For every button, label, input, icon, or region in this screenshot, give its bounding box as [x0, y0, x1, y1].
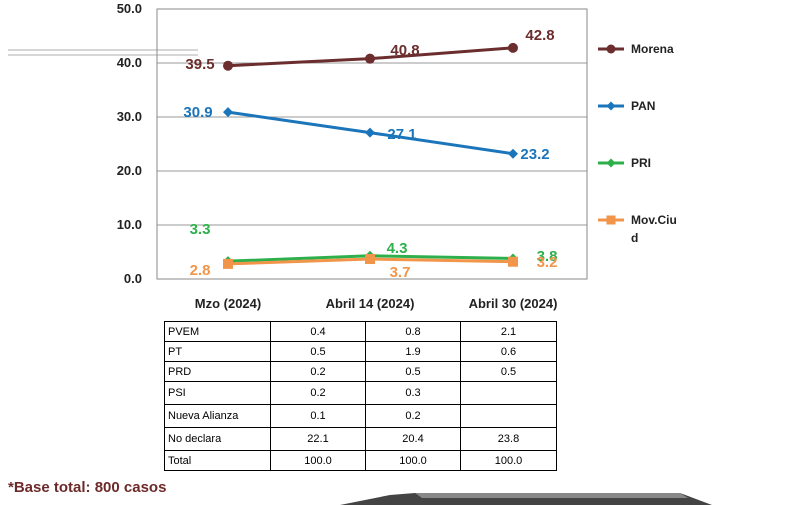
data-point — [508, 256, 518, 267]
cell-value: 100.0 — [270, 450, 366, 471]
legend-entry: PRI — [598, 156, 651, 170]
y-tick-label: 30.0 — [117, 109, 142, 124]
legend-entry: Mov.Ciu d — [598, 213, 677, 245]
data-label: 30.9 — [183, 104, 212, 121]
cell-value: 0.5 — [270, 341, 366, 362]
table-row: No declara 22.1 20.4 23.8 — [164, 427, 557, 451]
cell-value: 20.4 — [365, 427, 461, 451]
data-point — [365, 127, 375, 138]
row-label: PT — [164, 341, 271, 362]
y-tick-label: 0.0 — [124, 271, 142, 286]
base-footnote: *Base total: 800 casos — [8, 479, 167, 496]
cell-value: 2.1 — [460, 321, 557, 342]
data-label: 39.5 — [185, 56, 214, 73]
data-label: 3.8 — [537, 248, 558, 265]
data-point — [606, 158, 616, 168]
legend-label: PRI — [631, 156, 651, 170]
x-tick-label: Abril 30 (2024) — [469, 296, 558, 311]
decorative-slab — [340, 493, 712, 505]
x-tick-label: Mzo (2024) — [195, 296, 261, 311]
cell-value: 0.3 — [365, 381, 461, 405]
data-label: 3.3 — [190, 221, 211, 238]
data-label: 2.8 — [190, 262, 211, 279]
cell-value: 100.0 — [365, 450, 461, 471]
data-point — [508, 42, 518, 53]
row-label: PVEM — [164, 321, 271, 342]
cell-value: 0.5 — [365, 361, 461, 382]
legend-label: Mov.Ciu — [631, 213, 677, 227]
data-label: 3.7 — [390, 264, 411, 281]
data-point — [508, 148, 518, 159]
cell-value: 0.5 — [460, 361, 557, 382]
row-label: Total — [164, 450, 271, 471]
data-label: 27.1 — [387, 126, 416, 143]
cell-value: 0.2 — [270, 361, 366, 382]
series-mov-ciud — [223, 254, 518, 269]
cell-value: 0.2 — [270, 381, 366, 405]
data-label: 42.8 — [525, 27, 554, 44]
data-label: 4.3 — [387, 240, 408, 257]
series-morena — [223, 42, 518, 71]
table-row: PT 0.5 1.9 0.6 — [164, 341, 557, 362]
legend-entry: PAN — [598, 99, 655, 113]
y-tick-label: 50.0 — [117, 1, 142, 16]
cell-value — [460, 404, 557, 428]
data-labels: 39.5 40.8 42.8 30.9 27.1 23.2 3.3 4.3 3.8 2.8 3.7 3… — [183, 27, 557, 281]
line-chart: 0.0 10.0 20.0 30.0 40.0 50.0 Mzo (2024) Abril 1… — [117, 1, 677, 311]
data-label: 23.2 — [520, 146, 549, 163]
y-tick-label: 40.0 — [117, 55, 142, 70]
other-parties-table: PVEM 0.4 0.8 2.1 PT 0.5 1.9 0.6 PRD 0.2 0.5 0.5 PSI 0… — [164, 321, 557, 471]
data-point — [365, 254, 375, 265]
grid — [157, 8, 587, 226]
table-row: PVEM 0.4 0.8 2.1 — [164, 321, 557, 342]
table-row: Nueva Alianza 0.1 0.2 — [164, 404, 557, 428]
row-label: Nueva Alianza — [164, 404, 271, 428]
axes: 0.0 10.0 20.0 30.0 40.0 50.0 Mzo (2024) Abril 1… — [117, 1, 588, 311]
cell-value: 0.4 — [270, 321, 366, 342]
cell-value: 0.6 — [460, 341, 557, 362]
y-tick-label: 10.0 — [117, 217, 142, 232]
data-point — [365, 53, 375, 64]
series-layer — [223, 42, 518, 269]
decorative-double-rule — [8, 49, 198, 56]
cell-value: 0.8 — [365, 321, 461, 342]
row-label: PRD — [164, 361, 271, 382]
row-label: No declara — [164, 427, 271, 451]
legend-label: PAN — [631, 99, 655, 113]
data-point — [606, 101, 616, 111]
plot-frame — [156, 8, 588, 280]
x-tick-label: Abril 14 (2024) — [326, 296, 415, 311]
data-label: 3.2 — [537, 254, 558, 271]
data-point — [223, 60, 233, 71]
legend-label-wrap: d — [631, 231, 638, 245]
data-point — [223, 107, 233, 118]
series-pan — [223, 107, 518, 159]
legend: Morena PAN PRI Mov.Ciu d — [598, 42, 677, 245]
cell-value: 1.9 — [365, 341, 461, 362]
row-label: PSI — [164, 381, 271, 405]
table-row: PSI 0.2 0.3 — [164, 381, 557, 405]
y-tick-label: 20.0 — [117, 163, 142, 178]
data-point — [606, 44, 616, 54]
data-point — [223, 258, 233, 269]
data-point — [606, 215, 616, 225]
table-row: PRD 0.2 0.5 0.5 — [164, 361, 557, 382]
cell-value: 22.1 — [270, 427, 366, 451]
cell-value: 0.1 — [270, 404, 366, 428]
cell-value: 0.2 — [365, 404, 461, 428]
table-row: Total 100.0 100.0 100.0 — [164, 450, 557, 471]
cell-value: 23.8 — [460, 427, 557, 451]
legend-label: Morena — [631, 42, 674, 56]
legend-entry: Morena — [598, 42, 674, 56]
data-label: 40.8 — [390, 42, 419, 59]
cell-value — [460, 381, 557, 405]
cell-value: 100.0 — [460, 450, 557, 471]
